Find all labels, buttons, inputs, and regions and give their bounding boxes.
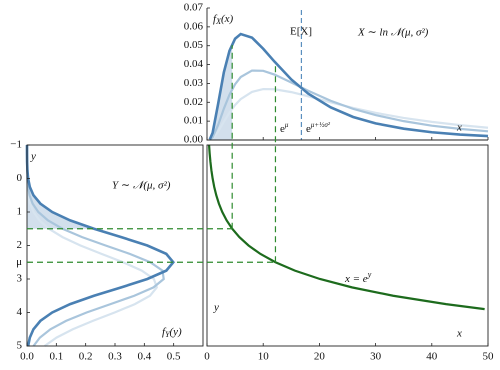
label-sub: Y [165, 330, 171, 339]
y-axis-label: y [30, 151, 36, 163]
label-part: e [280, 123, 285, 135]
y-tick-label: 0.01 [184, 115, 203, 127]
y-tick-label: 0 [17, 172, 23, 184]
y-tick-label: 0.02 [184, 96, 203, 108]
shade [27, 145, 94, 229]
y-tick-label: 0.00 [184, 134, 204, 146]
label-sub: X [215, 17, 222, 26]
x-tick-label: 0.2 [79, 351, 93, 363]
density-label: fX(x) [213, 13, 233, 26]
label-sup: y [367, 270, 372, 279]
density-label: fY(y) [162, 326, 182, 339]
label-sup: μ [285, 121, 289, 129]
median-label: eμ [280, 121, 289, 135]
x-tick-label: 0.4 [137, 351, 151, 363]
density-curve [209, 87, 489, 141]
y-tick-label: 5 [17, 340, 23, 352]
label-part: f [162, 326, 167, 338]
spine [206, 8, 488, 141]
y-tick-label: μ [16, 256, 22, 268]
y-tick-label: 0.06 [184, 20, 204, 32]
x-tick-label: 0.0 [20, 351, 34, 363]
x-tick-label: 0 [204, 351, 210, 363]
y-axis-label: y [213, 302, 219, 314]
label-part: f [213, 13, 218, 25]
x-tick-label: 40 [426, 351, 438, 363]
x-tick-label: 0.5 [167, 351, 181, 363]
y-tick-label: 2 [17, 239, 23, 251]
curve-label: x = ey [344, 270, 372, 285]
y-tick-label: 0.07 [184, 2, 204, 14]
mean-label: E[X] [290, 26, 312, 38]
label-sup: μ+½σ² [311, 121, 331, 129]
distribution-label: X ∼ ln 𝒩(μ, σ²) [357, 27, 429, 39]
x-tick-label: 20 [314, 351, 326, 363]
label-part: x = e [344, 273, 368, 285]
label-part: (y) [170, 326, 183, 338]
y-tick-label: 1 [17, 206, 23, 218]
y-tick-label: 0.05 [184, 39, 204, 51]
spine [26, 144, 204, 347]
y-tick-label: −1 [10, 139, 22, 151]
x-axis-label: x [456, 328, 462, 340]
x-tick-label: 10 [258, 351, 270, 363]
y-tick-label: 0.04 [184, 58, 204, 70]
label-part: (x) [221, 13, 234, 25]
label-part: e [306, 123, 311, 135]
spine [206, 144, 489, 347]
x-tick-label: 0.1 [49, 351, 63, 363]
y-tick-label: 3 [17, 273, 23, 285]
x-tick-label: 0.3 [108, 351, 122, 363]
y-tick-label: 4 [17, 306, 23, 318]
y-tick-label: 0.03 [184, 77, 204, 89]
mean-value-label: eμ+½σ² [306, 121, 331, 135]
x-tick-label: 30 [370, 351, 382, 363]
density-curve [25, 144, 175, 347]
x-tick-label: 50 [483, 351, 495, 363]
distribution-label: Y ∼ 𝒩(μ, σ²) [112, 180, 171, 192]
density-curve [209, 69, 489, 141]
x-axis-label: x [456, 122, 462, 134]
density-curve [208, 32, 489, 140]
